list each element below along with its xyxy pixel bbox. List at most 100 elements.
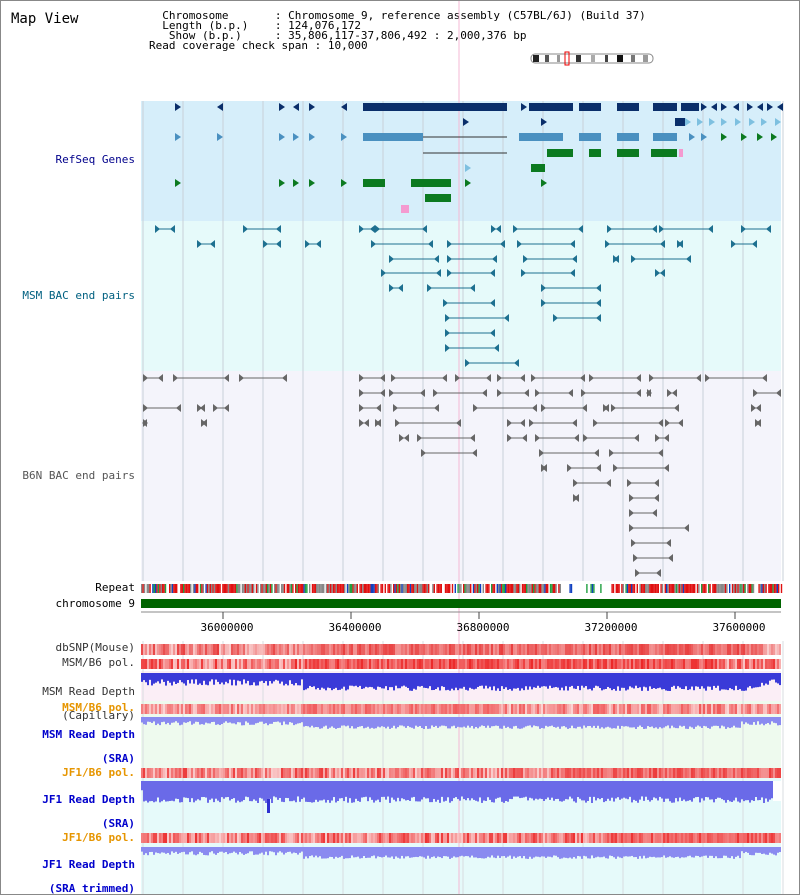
depth-bar (445, 781, 447, 801)
info-row: Length (b.p.) : 124,076,172 (149, 20, 646, 31)
depth-bar (559, 847, 561, 859)
label-jf1-b6-pol-trim[interactable]: JF1/B6 pol. (62, 831, 135, 844)
heat-cell (235, 768, 237, 778)
repeat-segment (689, 584, 692, 593)
depth-bar (559, 717, 561, 729)
depth-bar (193, 847, 195, 855)
depth-bar (279, 847, 281, 852)
heat-cell (425, 644, 427, 655)
heat-cell (247, 644, 249, 655)
heat-cell (451, 644, 453, 655)
heat-cell (303, 644, 305, 655)
depth-bar (585, 673, 587, 687)
depth-bar (385, 781, 387, 800)
label-jf1-b6-pol[interactable]: JF1/B6 pol. (62, 766, 135, 779)
repeat-segment (677, 584, 679, 593)
heat-cell (621, 704, 623, 714)
depth-bar (295, 673, 297, 684)
heat-cell (493, 644, 495, 655)
depth-bar (609, 673, 611, 689)
heat-cell (175, 833, 177, 843)
repeat-segment (498, 584, 500, 593)
label-b6n-bac[interactable]: B6N BAC end pairs (22, 469, 135, 482)
heat-cell (253, 659, 255, 669)
heat-cell (209, 768, 211, 778)
heat-cell (661, 833, 663, 843)
depth-bar (259, 847, 261, 854)
heat-cell (629, 644, 631, 655)
heat-cell (303, 704, 305, 714)
depth-bar (475, 781, 477, 801)
heat-cell (643, 833, 645, 843)
depth-bar (149, 781, 151, 802)
heat-cell (503, 768, 505, 778)
depth-bar (689, 717, 691, 727)
depth-bar (489, 847, 491, 858)
depth-bar (269, 847, 271, 852)
axis-tick-label: 37200000 (585, 621, 638, 634)
depth-bar (165, 673, 167, 686)
heat-cell (583, 833, 585, 843)
strand-arrow (279, 133, 285, 141)
heat-cell (379, 833, 381, 843)
heat-cell (289, 833, 291, 843)
label-msm-depth-cap[interactable]: MSM Read Depth (Capillary) (1, 674, 135, 734)
heat-cell (207, 833, 209, 843)
depth-bar (621, 847, 623, 859)
depth-bar (567, 717, 569, 729)
depth-bar (725, 673, 727, 690)
heat-cell (725, 833, 727, 843)
depth-bar (195, 847, 197, 856)
repeat-segment (731, 584, 734, 593)
heat-cell (479, 644, 481, 655)
repeat-segment (332, 584, 335, 593)
depth-bar (263, 847, 265, 855)
heat-cell (407, 704, 409, 714)
heat-cell (539, 704, 541, 714)
label-refseq-genes[interactable]: RefSeq Genes (55, 153, 135, 166)
bac-end-marker (213, 404, 218, 412)
depth-bar (449, 673, 451, 691)
depth-bar (725, 781, 727, 803)
depth-bar (465, 781, 467, 801)
depth-bar (511, 781, 513, 800)
heat-cell (589, 704, 591, 714)
heat-cell (539, 659, 541, 669)
heat-cell (395, 833, 397, 843)
heat-cell (545, 704, 547, 714)
depth-bar (477, 847, 479, 859)
heat-cell (437, 833, 439, 843)
depth-bar (723, 673, 725, 690)
heat-cell (535, 659, 537, 669)
depth-bar (365, 781, 367, 797)
heat-cell (141, 644, 143, 655)
depth-bar (371, 781, 373, 800)
label-jf1-depth-sra[interactable]: JF1 Read Depth (SRA) (1, 782, 135, 842)
heat-cell (347, 768, 349, 778)
heat-cell (491, 659, 493, 669)
label-msm-bac[interactable]: MSM BAC end pairs (22, 289, 135, 302)
heat-cell (559, 644, 561, 655)
heat-cell (763, 704, 765, 714)
heat-cell (163, 704, 165, 714)
depth-bar (289, 717, 291, 723)
label-jf1-depth-trim[interactable]: JF1 Read Depth (SRA trimmed) (1, 847, 135, 895)
depth-bar (423, 781, 425, 798)
repeat-segment (475, 584, 477, 593)
gene-block (531, 164, 545, 172)
heat-cell (645, 704, 647, 714)
depth-bar (753, 673, 755, 688)
heat-cell (547, 833, 549, 843)
label-dbsnp[interactable]: dbSNP(Mouse) (55, 641, 135, 654)
heat-cell (577, 833, 579, 843)
label-msm-b6-pol-sra[interactable]: MSM/B6 pol. (62, 701, 135, 714)
depth-bar (485, 717, 487, 728)
label-msm-depth-sra[interactable]: MSM Read Depth (SRA) (1, 717, 135, 777)
depth-bar (455, 847, 457, 858)
repeat-segment (569, 584, 571, 593)
heat-cell (455, 659, 457, 669)
depth-bar (727, 717, 729, 728)
heat-cell (405, 659, 407, 669)
label-msm-b6-pol[interactable]: MSM/B6 pol. (62, 656, 135, 669)
